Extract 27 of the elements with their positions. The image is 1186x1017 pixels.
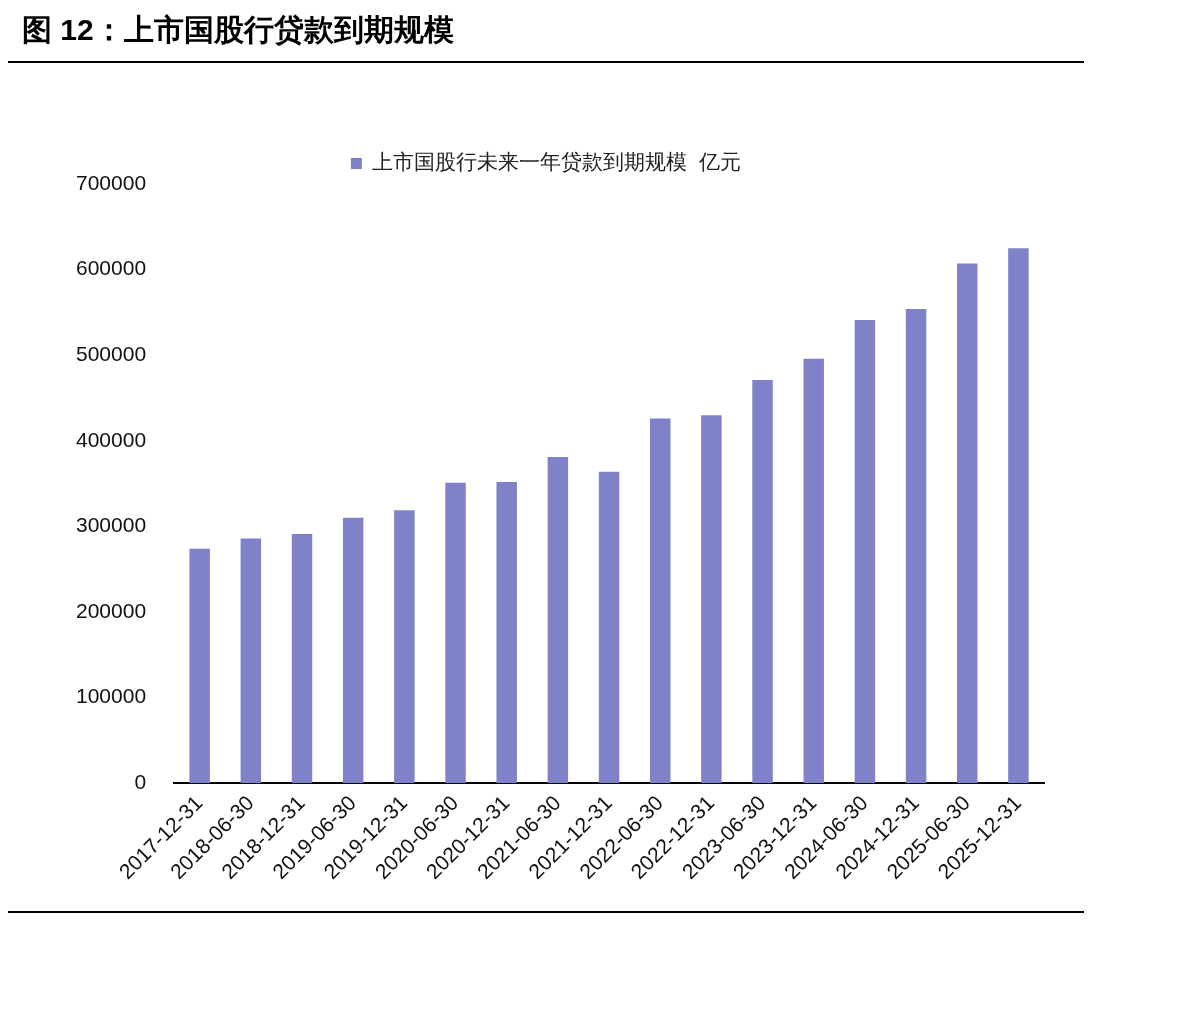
bar <box>598 471 620 784</box>
bar <box>342 517 364 784</box>
bar <box>957 263 978 784</box>
chart-title: 图 12：上市国股行贷款到期规模 <box>8 8 1084 63</box>
y-tick-label: 200000 <box>76 598 147 622</box>
legend-label: 上市国股行未来一年贷款到期规模 亿元 <box>372 150 742 174</box>
bar <box>649 418 671 784</box>
bar <box>496 481 517 784</box>
bar <box>291 534 313 784</box>
bar <box>752 380 773 784</box>
y-tick-label: 700000 <box>76 170 147 194</box>
bar <box>445 482 466 784</box>
y-tick-label: 600000 <box>76 256 147 280</box>
bar <box>394 510 415 784</box>
bar <box>189 548 210 784</box>
y-tick-label: 300000 <box>76 513 147 537</box>
bar <box>854 320 876 784</box>
y-tick-label: 500000 <box>76 342 147 365</box>
bar <box>240 538 262 784</box>
bar <box>547 457 569 784</box>
y-tick-label: 0 <box>134 770 147 794</box>
y-tick-label: 100000 <box>76 684 147 708</box>
bar <box>1008 248 1029 784</box>
bar <box>803 358 824 784</box>
y-tick-label: 400000 <box>76 427 147 451</box>
bar <box>905 308 927 784</box>
bar <box>701 415 722 784</box>
